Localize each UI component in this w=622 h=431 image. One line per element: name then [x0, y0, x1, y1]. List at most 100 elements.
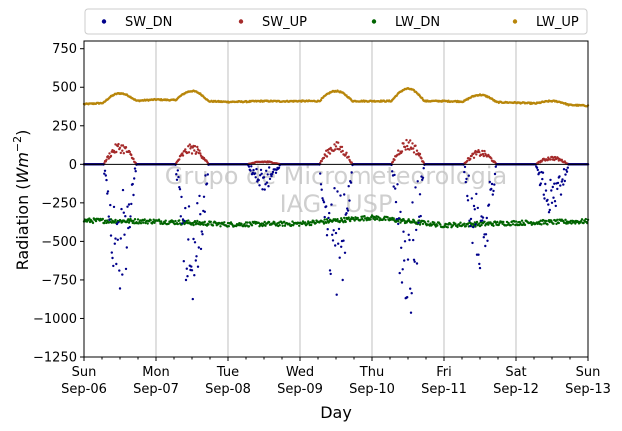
x-tick-weekday-1: Mon: [142, 365, 169, 380]
point-lw_dn-267: [283, 220, 286, 223]
point-lw_dn-522: [474, 225, 477, 228]
point-sw_up-30: [105, 158, 108, 161]
point-lw_dn-346: [342, 221, 345, 224]
point-sw_dn-143: [190, 265, 193, 268]
x-axis-title: Day: [320, 403, 352, 422]
point-sw_up-155: [199, 152, 202, 155]
point-sw_dn-620: [547, 211, 551, 214]
point-sw_dn-236: [259, 168, 263, 172]
point-sw_dn-325: [326, 228, 329, 231]
x-tick-weekday-4: Thu: [359, 365, 384, 380]
point-sw_dn-146: [192, 237, 195, 241]
point-sw_up-628: [553, 155, 557, 159]
point-sw_up-520: [472, 156, 476, 159]
point-sw_up-341: [338, 148, 341, 151]
point-lw_dn-391: [376, 217, 379, 221]
point-sw_dn-521: [473, 208, 476, 211]
legend-marker-sw_dn: [101, 19, 107, 24]
y-axis-title-exp: −2: [11, 136, 24, 152]
point-sw_dn-515: [469, 224, 472, 228]
point-sw_dn-61: [128, 225, 131, 229]
point-sw_dn-621: [548, 208, 551, 212]
point-sw_dn-510: [465, 177, 468, 181]
point-lw_dn-580: [517, 223, 521, 227]
point-lw_dn-530: [480, 223, 483, 227]
point-sw_dn-31: [106, 192, 109, 195]
point-lw_dn-169: [209, 220, 212, 223]
x-tick-date-1: Sep-07: [133, 382, 179, 397]
point-sw_dn-614: [543, 197, 546, 200]
point-lw_dn-361: [353, 219, 356, 222]
point-sw_dn-436: [409, 311, 413, 314]
point-sw_dn-435: [409, 287, 412, 290]
legend-label-lw_dn: LW_DN: [395, 15, 440, 30]
x-tick-date-4: Sep-10: [349, 382, 395, 397]
point-lw_dn-405: [386, 216, 389, 219]
y-tick-label-0: 750: [52, 42, 77, 57]
x-tick-weekday-6: Sat: [505, 365, 526, 380]
point-lw_dn-616: [544, 219, 548, 223]
point-sw_dn-318: [321, 197, 324, 200]
point-lw_dn-7: [88, 217, 91, 220]
point-sw_dn-342: [339, 194, 342, 197]
point-sw_dn-234: [258, 184, 261, 187]
point-sw_up-151: [196, 145, 199, 149]
point-sw_dn-433: [407, 233, 410, 236]
point-sw_dn-39: [112, 264, 115, 268]
point-sw_dn-161: [203, 210, 206, 213]
point-sw_dn-417: [395, 218, 398, 221]
point-lw_dn-321: [323, 218, 326, 221]
point-lw_dn-241: [263, 220, 266, 224]
point-sw_dn-453: [422, 167, 425, 170]
point-lw_dn-109: [164, 219, 167, 222]
x-tick-date-6: Sep-12: [493, 382, 539, 397]
point-lw_up-316: [319, 98, 323, 102]
point-sw_dn-315: [319, 172, 322, 175]
point-sw_dn-44: [115, 222, 119, 226]
point-lw_dn-534: [483, 220, 486, 223]
point-sw_up-131: [181, 152, 184, 155]
point-lw_dn-623: [550, 219, 553, 222]
point-sw_dn-319: [322, 199, 325, 202]
point-sw_dn-525: [476, 206, 479, 210]
point-lw_dn-551: [496, 220, 499, 224]
point-lw_dn-25: [101, 217, 105, 221]
point-sw_dn-248: [268, 177, 272, 181]
y-axis-title-close: ): [13, 130, 32, 136]
point-lw_dn-159: [202, 223, 205, 226]
point-sw_up-320: [322, 156, 326, 160]
point-lw_dn-588: [523, 223, 527, 227]
point-sw_dn-619: [547, 203, 550, 206]
point-lw_dn-524: [475, 220, 479, 224]
point-lw_dn-242: [264, 224, 267, 227]
point-sw_dn-642: [564, 173, 567, 176]
point-lw_dn-371: [361, 217, 364, 221]
point-sw_dn-66: [132, 193, 135, 197]
point-sw_dn-508: [463, 165, 467, 169]
point-sw_dn-519: [472, 225, 475, 229]
point-lw_dn-66: [132, 219, 135, 223]
legend-label-sw_up: SW_UP: [262, 15, 307, 30]
point-sw_dn-345: [341, 278, 344, 282]
point-lw_dn-187: [223, 221, 226, 224]
x-tick-date-7: Sep-13: [565, 382, 611, 397]
point-sw_dn-421: [398, 271, 401, 275]
point-sw_dn-423: [400, 246, 403, 249]
point-sw_dn-32: [106, 190, 110, 193]
point-sw_dn-226: [252, 168, 255, 172]
point-sw_dn-47: [118, 269, 121, 272]
point-sw_dn-129: [179, 215, 182, 218]
point-sw_dn-57: [125, 246, 128, 249]
point-lw_dn-81: [143, 218, 146, 221]
x-tick-date-2: Sep-08: [205, 382, 251, 397]
point-sw_dn-509: [464, 180, 467, 184]
y-axis-title-main: Radiation (: [13, 183, 32, 270]
point-lw_dn-127: [178, 219, 181, 222]
point-lw_dn-572: [511, 223, 515, 226]
point-lw_dn-402: [384, 218, 387, 222]
point-sw_up-141: [188, 143, 191, 146]
point-lw_dn-203: [235, 224, 238, 228]
point-lw_dn-247: [268, 221, 271, 224]
point-sw_dn-34: [108, 218, 111, 221]
point-sw_dn-334: [333, 187, 336, 190]
